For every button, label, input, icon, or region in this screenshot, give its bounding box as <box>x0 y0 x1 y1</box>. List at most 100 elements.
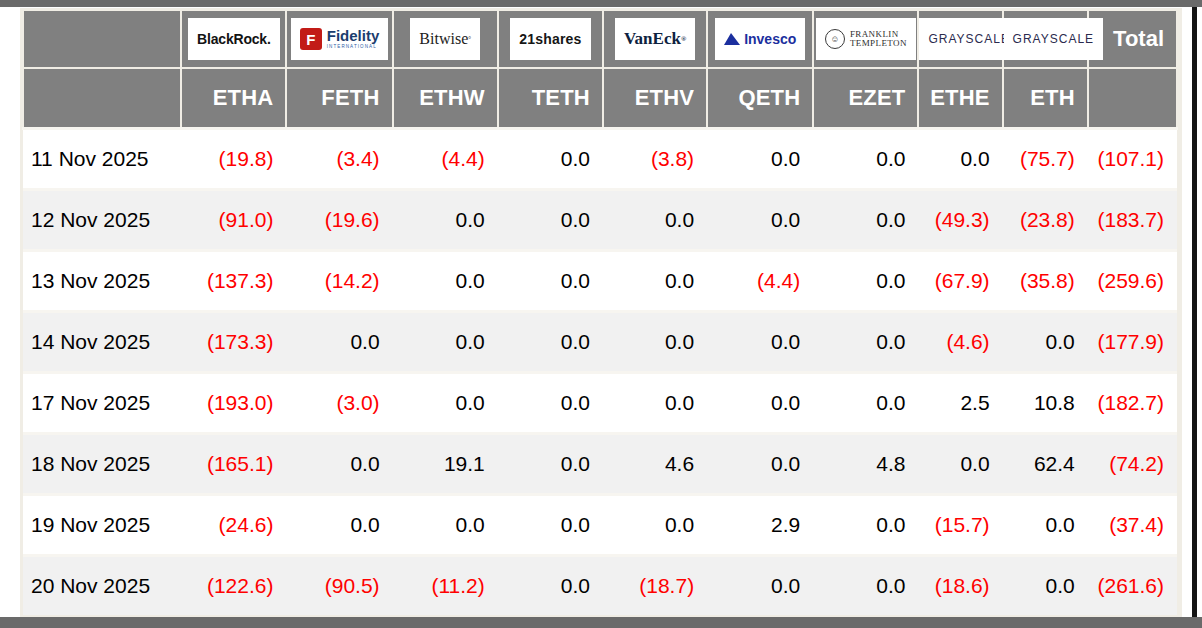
flow-value-cell: 0.0 <box>1003 312 1088 373</box>
flow-value-cell: 0.0 <box>813 373 918 434</box>
table-row: 20 Nov 2025(122.6)(90.5)(11.2)0.0(18.7)0… <box>23 556 1177 616</box>
flow-value-cell: (3.0) <box>286 373 392 434</box>
date-cell: 19 Nov 2025 <box>23 495 181 556</box>
flow-value-cell: (3.8) <box>603 129 707 190</box>
flow-value-cell: (11.2) <box>393 556 498 616</box>
total-value-cell: (177.9) <box>1088 312 1177 373</box>
ticker-feth: FETH <box>287 85 391 111</box>
etf-flows-table: BlackRock. F Fidelity INTERNATIONAL Bitw… <box>22 9 1178 615</box>
ticker-ethe: ETHE <box>919 85 1001 111</box>
vaneck-logo-cell: VanEck® <box>603 10 707 68</box>
date-cell: 18 Nov 2025 <box>23 434 181 495</box>
table-row: 18 Nov 2025(165.1)0.019.10.04.60.04.80.0… <box>23 434 1177 495</box>
flow-value-cell: 0.0 <box>707 434 813 495</box>
flow-value-cell: 0.0 <box>813 190 918 251</box>
flow-value-cell: (18.6) <box>918 556 1002 616</box>
flow-value-cell: 0.0 <box>393 373 498 434</box>
flow-value-cell: (4.4) <box>393 129 498 190</box>
flow-value-cell: 0.0 <box>707 190 813 251</box>
flow-value-cell: 0.0 <box>707 129 813 190</box>
flow-value-cell: (67.9) <box>918 251 1002 312</box>
flow-value-cell: 0.0 <box>603 495 707 556</box>
flow-value-cell: 0.0 <box>603 251 707 312</box>
window-right-border <box>1192 7 1197 617</box>
flow-value-cell: 0.0 <box>393 190 498 251</box>
flow-value-cell: (49.3) <box>918 190 1002 251</box>
flow-value-cell: 0.0 <box>603 312 707 373</box>
flow-value-cell: 0.0 <box>498 495 603 556</box>
flows-table-body: 11 Nov 2025(19.8)(3.4)(4.4)0.0(3.8)0.00.… <box>23 129 1177 616</box>
flow-value-cell: 0.0 <box>813 312 918 373</box>
fidelity-logo: F Fidelity INTERNATIONAL <box>291 18 389 60</box>
bitwise-logo-cell: Bitwise° <box>393 10 498 68</box>
fidelity-logo-text: Fidelity <box>327 28 380 43</box>
flow-value-cell: 0.0 <box>813 556 918 616</box>
flow-value-cell: 2.5 <box>918 373 1002 434</box>
flow-value-cell: 4.6 <box>603 434 707 495</box>
flow-value-cell: (35.8) <box>1003 251 1088 312</box>
total-value-cell: (261.6) <box>1088 556 1177 616</box>
table-row: 13 Nov 2025(137.3)(14.2)0.00.00.0(4.4)0.… <box>23 251 1177 312</box>
franklin-templeton-logo: ☺ FRANKLIN TEMPLETON <box>816 18 916 60</box>
flow-value-cell: 0.0 <box>498 190 603 251</box>
flow-value-cell: 0.0 <box>286 495 392 556</box>
ticker-ethv: ETHV <box>604 85 706 111</box>
invesco-logo-cell: Invesco <box>707 10 813 68</box>
ticker-qeth: QETH <box>708 85 812 111</box>
flow-value-cell: 0.0 <box>498 556 603 616</box>
flow-value-cell: 0.0 <box>707 373 813 434</box>
flow-value-cell: 0.0 <box>286 312 392 373</box>
flow-value-cell: 2.9 <box>707 495 813 556</box>
flow-value-cell: 0.0 <box>286 434 392 495</box>
flow-value-cell: (3.4) <box>286 129 392 190</box>
21shares-logo-cell: 21shares <box>498 10 603 68</box>
total-value-cell: (74.2) <box>1088 434 1177 495</box>
21shares-logo: 21shares <box>510 18 590 60</box>
flow-value-cell: 0.0 <box>1003 495 1088 556</box>
flow-value-cell: (137.3) <box>181 251 286 312</box>
flow-value-cell: 0.0 <box>707 556 813 616</box>
flow-value-cell: (19.8) <box>181 129 286 190</box>
date-cell: 17 Nov 2025 <box>23 373 181 434</box>
total-value-cell: (259.6) <box>1088 251 1177 312</box>
flow-value-cell: 0.0 <box>498 373 603 434</box>
flow-value-cell: (23.8) <box>1003 190 1088 251</box>
flow-value-cell: (165.1) <box>181 434 286 495</box>
flow-value-cell: 0.0 <box>1003 556 1088 616</box>
invesco-mountain-icon <box>724 33 740 45</box>
flow-value-cell: 0.0 <box>813 495 918 556</box>
date-column-subheader <box>23 68 181 129</box>
flow-value-cell: 0.0 <box>813 251 918 312</box>
flow-value-cell: (14.2) <box>286 251 392 312</box>
grayscale-logo: GRAYSCALE <box>1004 18 1103 60</box>
table-row: 17 Nov 2025(193.0)(3.0)0.00.00.00.00.02.… <box>23 373 1177 434</box>
total-value-cell: (182.7) <box>1088 373 1177 434</box>
flow-value-cell: 0.0 <box>498 129 603 190</box>
flow-value-cell: 0.0 <box>393 312 498 373</box>
page-top-bar <box>0 0 1202 7</box>
flow-value-cell: 10.8 <box>1003 373 1088 434</box>
flow-value-cell: 0.0 <box>918 129 1002 190</box>
flow-value-cell: 0.0 <box>498 312 603 373</box>
table-row: 11 Nov 2025(19.8)(3.4)(4.4)0.0(3.8)0.00.… <box>23 129 1177 190</box>
ticker-ethw: ETHW <box>394 85 497 111</box>
etf-flows-table-container: BlackRock. F Fidelity INTERNATIONAL Bitw… <box>20 8 1182 617</box>
total-subheader-cell <box>1088 68 1177 129</box>
ticker-ezet: EZET <box>814 85 917 111</box>
flow-value-cell: 0.0 <box>498 434 603 495</box>
flow-value-cell: 62.4 <box>1003 434 1088 495</box>
ticker-header-row: ETHA FETH ETHW TETH ETHV QETH EZET ETHE … <box>23 68 1177 129</box>
flow-value-cell: 19.1 <box>393 434 498 495</box>
flow-value-cell: (75.7) <box>1003 129 1088 190</box>
date-cell: 13 Nov 2025 <box>23 251 181 312</box>
flow-value-cell: (90.5) <box>286 556 392 616</box>
franklin-emblem-icon: ☺ <box>825 29 845 49</box>
table-row: 19 Nov 2025(24.6)0.00.00.00.02.90.0(15.7… <box>23 495 1177 556</box>
flow-value-cell: 0.0 <box>707 312 813 373</box>
flow-value-cell: (193.0) <box>181 373 286 434</box>
blackrock-logo: BlackRock. <box>188 18 279 60</box>
total-value-cell: (183.7) <box>1088 190 1177 251</box>
blackrock-logo-cell: BlackRock. <box>181 10 286 68</box>
flow-value-cell: (19.6) <box>286 190 392 251</box>
logo-header-row: BlackRock. F Fidelity INTERNATIONAL Bitw… <box>23 10 1177 68</box>
